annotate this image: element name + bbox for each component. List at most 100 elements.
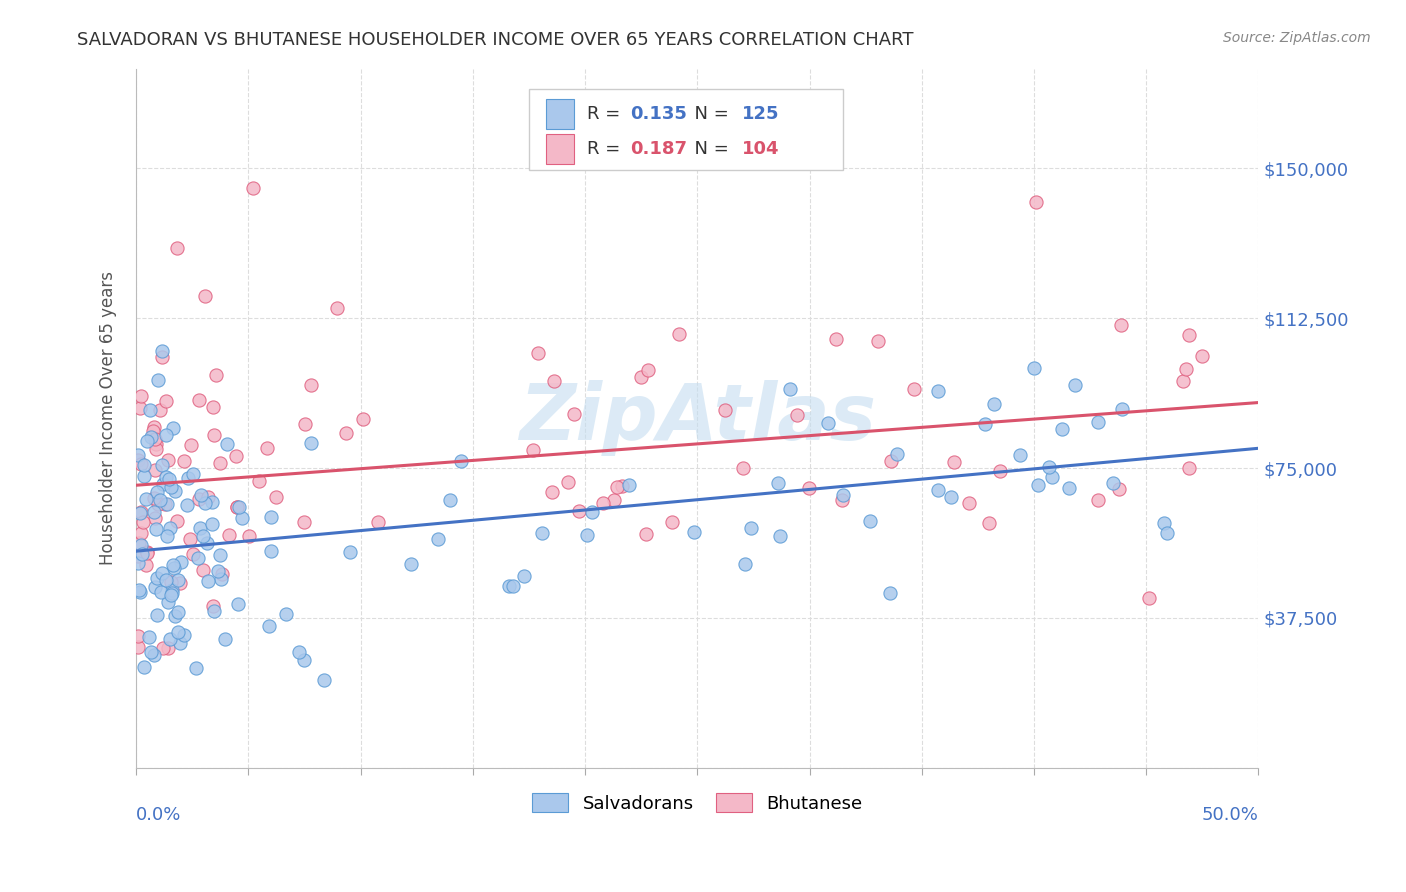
Point (211, 567, 233, 582)
Point (977, 516, 1000, 530)
Point (450, 454, 472, 468)
Point (180, 437, 202, 451)
Point (181, 547, 204, 561)
Point (176, 498, 198, 512)
Point (606, 480, 628, 494)
Point (1025, 195, 1047, 210)
Point (179, 533, 201, 547)
Point (129, 457, 152, 471)
Point (207, 564, 229, 578)
Point (129, 584, 152, 599)
Point (1156, 526, 1178, 541)
Point (1026, 477, 1049, 491)
Point (581, 505, 603, 519)
Point (260, 544, 283, 558)
Legend: Salvadorans, Bhutanese: Salvadorans, Bhutanese (523, 784, 872, 822)
Point (1177, 460, 1199, 475)
Point (264, 490, 287, 504)
Point (786, 409, 808, 423)
Point (202, 604, 225, 618)
Point (155, 573, 177, 587)
Point (146, 571, 169, 585)
Point (208, 549, 231, 563)
Point (879, 454, 901, 468)
Point (127, 452, 149, 467)
Point (541, 484, 564, 499)
Point (939, 491, 962, 505)
Point (825, 332, 848, 346)
Point (256, 442, 278, 456)
Text: N =: N = (683, 105, 734, 123)
Point (562, 407, 585, 421)
Point (181, 467, 204, 481)
Text: 50.0%: 50.0% (1202, 806, 1258, 824)
Point (197, 574, 219, 588)
Point (173, 454, 195, 468)
Point (603, 493, 626, 508)
Point (141, 645, 163, 659)
Point (163, 561, 186, 575)
Point (190, 488, 212, 502)
Text: 104: 104 (742, 140, 780, 158)
Point (831, 493, 853, 508)
Point (146, 498, 169, 512)
Point (166, 573, 188, 587)
Point (276, 607, 298, 621)
Point (159, 521, 181, 535)
Point (131, 505, 153, 519)
Point (740, 520, 762, 534)
Point (135, 558, 157, 572)
Point (226, 500, 249, 515)
Point (769, 529, 792, 543)
Point (127, 448, 149, 462)
Point (238, 529, 260, 543)
Text: 0.0%: 0.0% (136, 806, 181, 824)
Point (142, 424, 165, 438)
Point (139, 430, 162, 444)
Point (142, 505, 165, 519)
Point (157, 594, 180, 608)
Point (149, 493, 172, 508)
Point (129, 506, 152, 520)
Point (1040, 469, 1063, 483)
Point (127, 549, 149, 563)
Point (160, 582, 183, 597)
Point (138, 630, 160, 644)
Point (531, 526, 554, 541)
Point (661, 515, 683, 529)
Point (260, 510, 283, 524)
Point (668, 326, 690, 341)
Point (128, 536, 150, 550)
Point (779, 382, 801, 396)
Text: N =: N = (683, 140, 734, 158)
Point (1153, 516, 1175, 530)
Point (143, 491, 166, 505)
Point (166, 624, 188, 639)
Point (399, 557, 422, 571)
Point (228, 500, 250, 515)
Point (162, 558, 184, 573)
Point (153, 497, 176, 511)
Point (335, 426, 357, 441)
Point (186, 661, 208, 675)
Point (166, 241, 188, 255)
Point (152, 640, 174, 655)
Point (129, 401, 152, 416)
Point (1064, 378, 1087, 392)
Point (634, 527, 657, 541)
FancyBboxPatch shape (529, 89, 844, 169)
Point (132, 515, 155, 529)
Point (166, 605, 188, 619)
Point (143, 463, 166, 477)
Point (427, 532, 450, 546)
Point (169, 575, 191, 590)
Point (145, 437, 167, 451)
Point (146, 607, 169, 622)
Point (188, 521, 211, 535)
Point (339, 545, 361, 559)
Point (159, 472, 181, 486)
Point (927, 483, 949, 497)
FancyBboxPatch shape (546, 99, 574, 128)
Point (231, 511, 253, 525)
Point (527, 346, 550, 360)
